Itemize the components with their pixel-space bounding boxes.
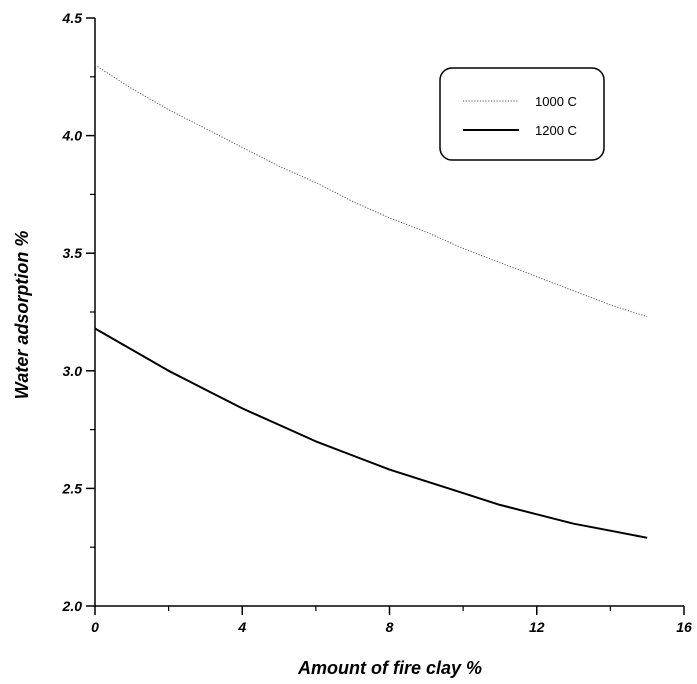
x-tick-label: 0 — [91, 619, 99, 635]
series-lines — [94, 64, 648, 539]
x-axis-title: Amount of fire clay % — [297, 658, 482, 678]
y-tick-label: 2.5 — [62, 480, 83, 496]
y-axis-title: Water adsorption % — [12, 231, 32, 400]
x-tick-label: 4 — [237, 619, 246, 635]
y-tick-label: 4.5 — [62, 10, 83, 26]
x-tick-label: 12 — [529, 619, 545, 635]
series-line-2 — [94, 327, 648, 539]
x-tick-label: 16 — [676, 619, 692, 635]
series-line-1 — [94, 64, 648, 318]
tick-labels: 0 4 8 12 16 2.0 2.5 3.0 3.5 4.0 4.5 — [62, 10, 692, 635]
y-tick-label: 3.0 — [63, 363, 83, 379]
legend-label: 1000 C — [535, 94, 577, 109]
y-tick-label: 3.5 — [63, 245, 83, 261]
legend: 1000 C 1200 C — [439, 67, 605, 161]
legend-box — [439, 67, 605, 161]
axes — [86, 17, 685, 615]
x-tick-label: 8 — [386, 619, 394, 635]
y-tick-label: 2.0 — [62, 598, 83, 614]
y-tick-label: 4.0 — [62, 128, 83, 144]
legend-label: 1200 C — [535, 123, 577, 138]
